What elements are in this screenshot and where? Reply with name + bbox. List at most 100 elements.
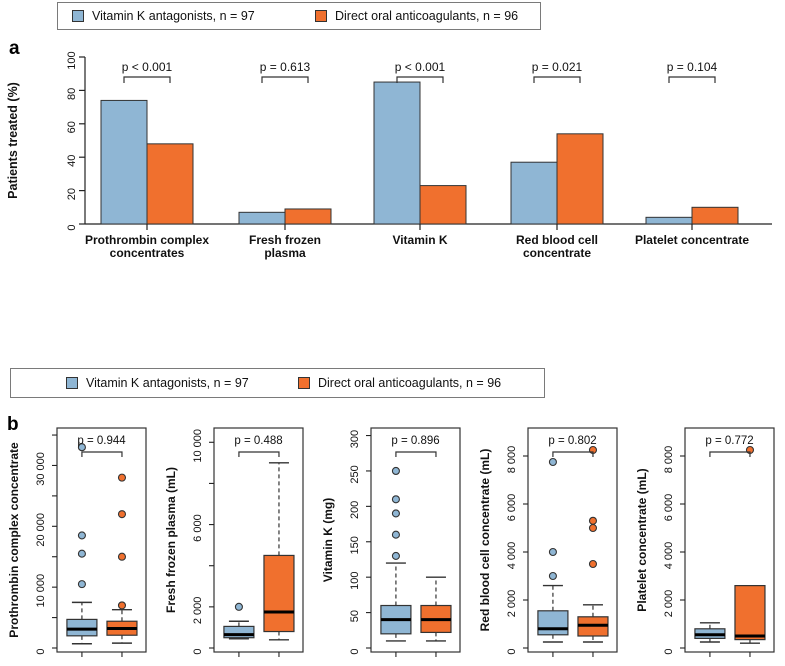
- vka-color-swatch-icon: [72, 10, 84, 22]
- outlier-point: [548, 457, 557, 467]
- legend-item-doac: Direct oral anticoagulants, n = 96: [298, 376, 501, 390]
- bar-vka: [100, 99, 148, 225]
- category-label: Platelet concentrate: [635, 233, 749, 247]
- category-label: Fresh frozen: [249, 233, 321, 247]
- category-label: concentrate: [523, 246, 591, 260]
- outlier-point: [391, 495, 400, 504]
- y-axis-title: Platelet concentrate (mL): [635, 468, 649, 611]
- y-tick-label: 2 000: [663, 590, 675, 618]
- y-tick-label: 6 000: [506, 494, 518, 522]
- legend-panel-b: Vitamin K antagonists, n = 97 Direct ora…: [10, 368, 545, 398]
- plot-frame: [527, 427, 618, 653]
- y-tick-label: 8 000: [663, 446, 675, 474]
- category-label: Vitamin K: [392, 233, 447, 247]
- box: [66, 618, 98, 637]
- y-tick-label: 10 000: [35, 574, 47, 608]
- plot-frame: [684, 427, 775, 653]
- plot-frame: [213, 427, 304, 653]
- significance-bracket: [261, 76, 309, 83]
- significance-bracket: [238, 451, 280, 457]
- outlier-point: [391, 466, 400, 476]
- y-tick-label: 2 000: [192, 597, 204, 625]
- outlier-point: [77, 580, 86, 589]
- vka-color-swatch-icon: [66, 377, 78, 389]
- p-value-label: p = 0.021: [532, 60, 583, 74]
- outlier-point: [77, 531, 86, 540]
- box: [537, 610, 569, 636]
- significance-bracket: [81, 451, 123, 457]
- y-axis-title: Red blood cell concentrate (mL): [478, 449, 492, 632]
- bar-vka: [238, 211, 286, 225]
- box: [223, 625, 255, 639]
- outlier-point: [391, 530, 400, 539]
- y-tick-label: 2 000: [506, 590, 518, 618]
- boxplot-panel: 0 50 100 150 200 250 300 Vitamin K (mg) p = 0.89…: [321, 427, 461, 657]
- y-axis-title: Vitamin K (mg): [321, 498, 335, 582]
- y-tick-label: 100: [66, 51, 78, 69]
- p-value-label: p < 0.001: [122, 60, 173, 74]
- significance-bracket: [552, 451, 594, 457]
- bar-doac: [146, 143, 194, 225]
- outlier-point: [391, 509, 400, 518]
- y-tick-label: 60: [66, 121, 78, 133]
- doac-color-swatch-icon: [315, 10, 327, 22]
- outlier-point: [77, 443, 86, 452]
- p-value-label: p = 0.772: [705, 435, 753, 447]
- y-tick-label: 200: [349, 501, 361, 519]
- boxplot-panel: 0 2 000 4 000 6 000 8 000 Red blood cell conc…: [478, 427, 618, 657]
- y-tick-label: 50: [349, 610, 361, 622]
- outlier-point: [117, 601, 127, 610]
- significance-bracket: [533, 76, 581, 83]
- bar-doac: [556, 133, 604, 225]
- outlier-point: [77, 549, 86, 558]
- p-value-label: p < 0.001: [395, 60, 446, 74]
- bar-doac: [691, 206, 739, 225]
- boxplot-panel: 0 2 000 6 000 10 000 Fresh frozen plasma (mL…: [164, 427, 304, 657]
- significance-bracket: [668, 76, 716, 83]
- y-tick-label: 0: [506, 648, 518, 654]
- p-value-label: p = 0.613: [260, 60, 311, 74]
- bar-chart-panel-a: 0 20 40 60 80 100 Patients treated (%) Prothrom…: [6, 51, 772, 260]
- significance-bracket: [396, 76, 444, 83]
- plot-frame: [56, 427, 147, 653]
- y-tick-label: 0: [663, 648, 675, 654]
- outlier-point: [391, 551, 400, 560]
- p-value-label: p = 0.488: [234, 435, 282, 447]
- y-tick-label: 20 000: [35, 513, 47, 547]
- boxplot-panel: 0 2 000 4 000 6 000 8 000 Platelet concentrat…: [635, 427, 775, 657]
- y-tick-label: 0: [66, 224, 78, 230]
- outlier-point: [588, 523, 598, 533]
- y-tick-label: 6 000: [663, 494, 675, 522]
- box: [263, 554, 295, 633]
- y-tick-label: 10 000: [192, 429, 204, 463]
- legend-panel-a: Vitamin K antagonists, n = 97 Direct ora…: [57, 2, 541, 30]
- p-value-label: p = 0.104: [667, 60, 718, 74]
- bar-vka: [373, 81, 421, 225]
- category-label: plasma: [264, 246, 306, 260]
- box: [734, 584, 766, 641]
- outlier-point: [117, 510, 127, 519]
- legend-label-doac: Direct oral anticoagulants, n = 96: [318, 376, 502, 390]
- outlier-point: [588, 516, 598, 525]
- significance-bracket: [709, 451, 751, 457]
- p-value-label: p = 0.944: [77, 435, 126, 447]
- y-tick-label: 80: [66, 88, 78, 100]
- y-axis-title: Fresh frozen plasma (mL): [164, 467, 178, 613]
- outlier-point: [234, 602, 243, 611]
- bar-vka: [510, 161, 558, 225]
- bar-doac: [419, 185, 467, 225]
- bar-doac: [284, 208, 332, 225]
- significance-bracket: [395, 451, 437, 457]
- p-value-label: p = 0.896: [391, 435, 439, 447]
- legend-item-vka: Vitamin K antagonists, n = 97: [72, 9, 255, 23]
- y-tick-label: 150: [349, 536, 361, 554]
- y-tick-label: 0: [35, 648, 47, 654]
- bar-vka: [645, 216, 693, 225]
- legend-item-doac: Direct oral anticoagulants, n = 96: [315, 9, 518, 23]
- outlier-point: [117, 552, 127, 561]
- category-label: Red blood cell: [516, 233, 598, 247]
- y-tick-label: 30 000: [35, 452, 47, 486]
- legend-label-doac: Direct oral anticoagulants, n = 96: [335, 9, 519, 23]
- significance-bracket: [123, 76, 171, 83]
- outlier-point: [548, 571, 557, 581]
